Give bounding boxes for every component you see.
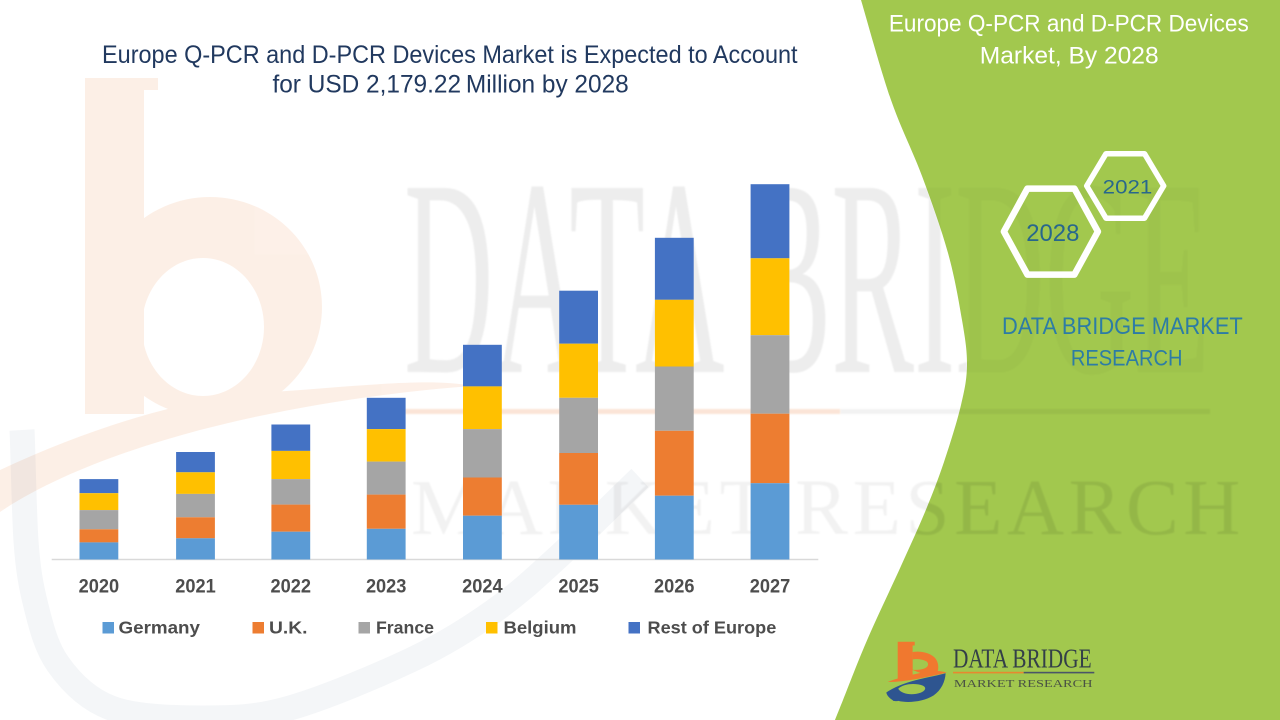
svg-text:Europe Q-PCR and D-PCR Devices: Europe Q-PCR and D-PCR Devices: [889, 11, 1249, 38]
svg-text:France: France: [376, 618, 434, 638]
svg-text:Germany: Germany: [119, 618, 201, 638]
svg-text:2028: 2028: [1026, 220, 1079, 247]
svg-text:Rest of Europe: Rest of Europe: [648, 618, 777, 638]
svg-text:2027: 2027: [750, 577, 791, 598]
svg-text:DATA BRIDGE MARKET: DATA BRIDGE MARKET: [1002, 313, 1243, 340]
svg-text:for USD 2,179.22 Million by 20: for USD 2,179.22 Million by 2028: [272, 70, 628, 98]
svg-text:U.K.: U.K.: [269, 618, 308, 638]
svg-text:Europe Q-PCR and D-PCR Devices: Europe Q-PCR and D-PCR Devices Market is…: [102, 41, 798, 69]
svg-text:RESEARCH: RESEARCH: [1071, 346, 1183, 371]
svg-text:2022: 2022: [271, 577, 312, 598]
svg-text:2025: 2025: [558, 577, 599, 598]
svg-text:DATA BRIDGE: DATA BRIDGE: [953, 644, 1092, 674]
svg-text:2023: 2023: [366, 577, 407, 598]
svg-text:Market, By 2028: Market, By 2028: [980, 42, 1159, 69]
svg-text:2021: 2021: [175, 577, 216, 598]
svg-text:Belgium: Belgium: [504, 618, 577, 638]
svg-text:2026: 2026: [654, 577, 695, 598]
svg-text:2024: 2024: [462, 577, 503, 598]
svg-text:2020: 2020: [79, 577, 120, 598]
svg-text:MARKET RESEARCH: MARKET RESEARCH: [954, 678, 1093, 690]
svg-text:2021: 2021: [1103, 177, 1153, 199]
